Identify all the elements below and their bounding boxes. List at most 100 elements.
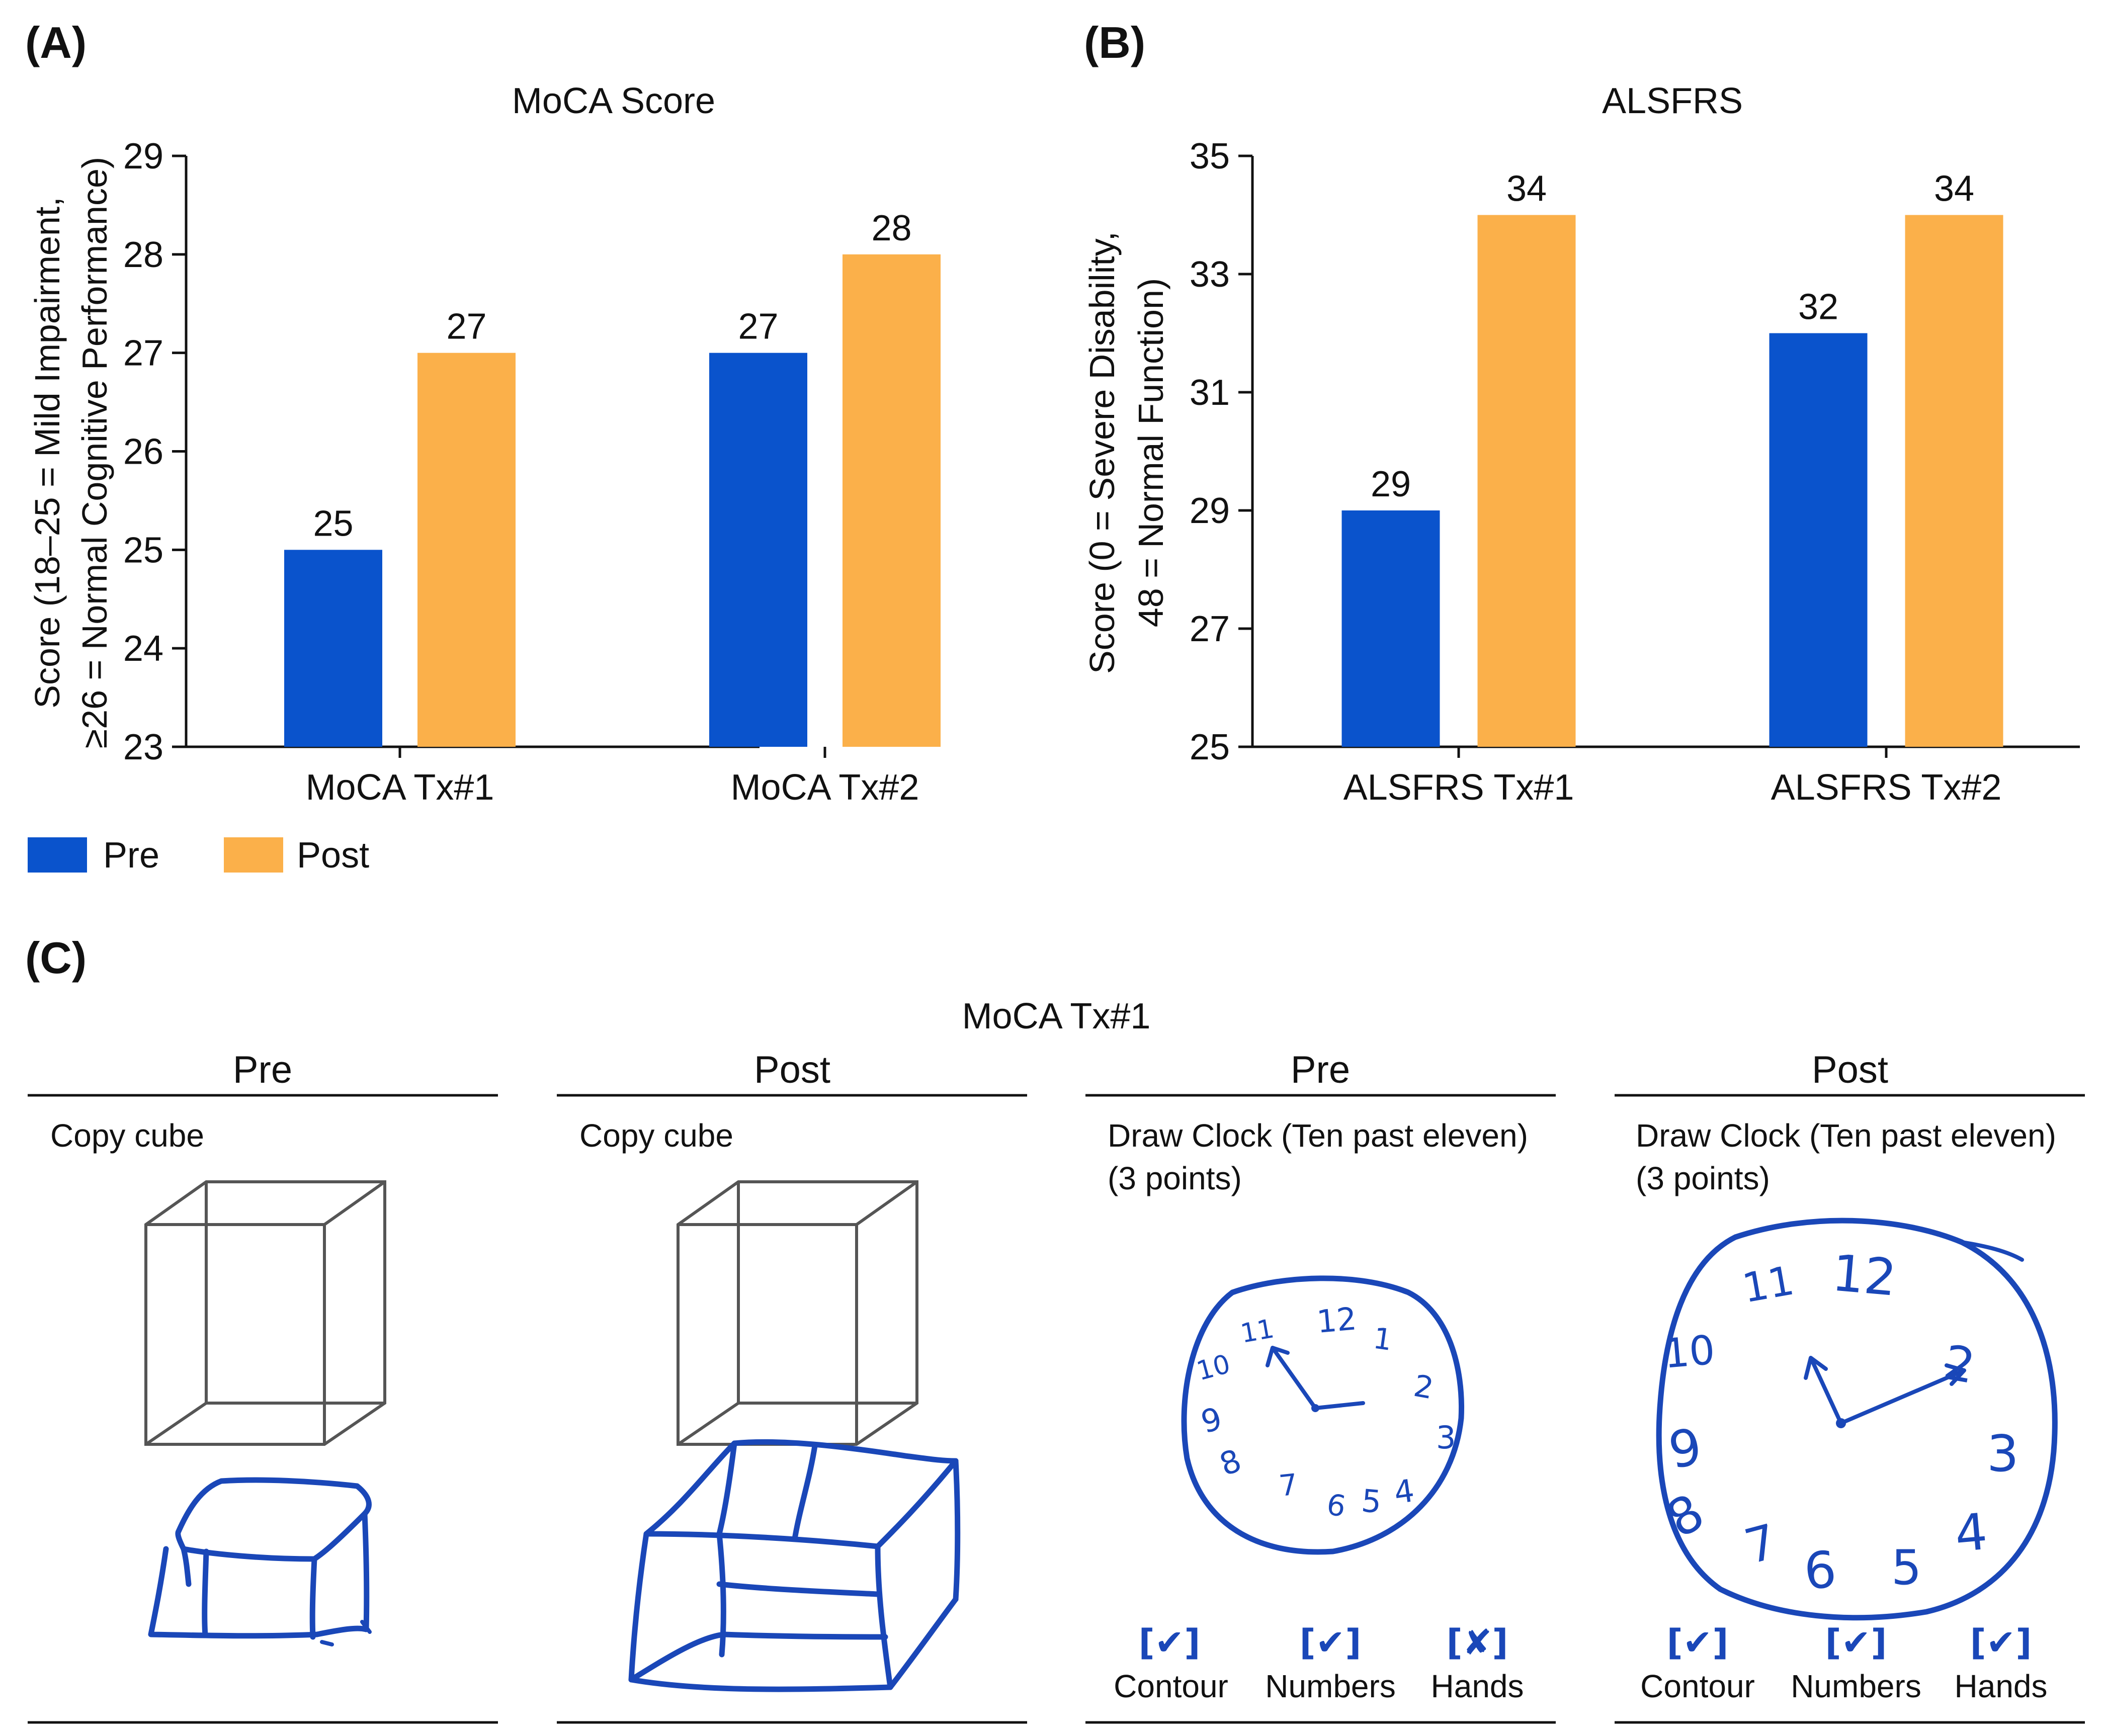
chart-b-bar-pre (1769, 333, 1868, 747)
chart-a-value-labels: 25 27 27 28 (313, 208, 911, 544)
chart-b-value-labels: 29 34 32 34 (1371, 169, 1974, 505)
chart-moca-score: (A) MoCA Score Score (18–25 = Mild Impai… (25, 18, 941, 808)
chart-b-bar-post (1477, 215, 1576, 747)
col-header-clock-pre: Pre (1291, 1049, 1350, 1091)
chart-a-ytick-label: 23 (123, 727, 163, 767)
task-copy-cube-pre: Copy cube (50, 1117, 204, 1154)
chart-b-title: ALSFRS (1602, 81, 1743, 121)
chart-b-value-label: 34 (1934, 169, 1974, 209)
chart-a-value-label: 27 (446, 307, 486, 347)
pre-mark-hands: [✘] (1447, 1622, 1508, 1663)
post-label-hands: Hands (1955, 1668, 2048, 1704)
chart-b-category-label: ALSFRS Tx#1 (1343, 767, 1574, 808)
chart-b-bar-pre (1341, 510, 1440, 747)
chart-a-bars (284, 254, 941, 747)
chart-a-value-label: 28 (871, 208, 911, 248)
chart-b-ytick-label: 35 (1190, 136, 1230, 177)
patient-cube-drawing-pre (148, 1477, 372, 1646)
pre-clock-numeral: 2 (1411, 1368, 1436, 1407)
pre-mark-contour: [✔] (1139, 1622, 1201, 1663)
chart-b-ylabel-line1: Score (0 = Severe Disability, (1082, 231, 1122, 674)
panel-c-label: (C) (25, 933, 87, 983)
pre-clock-numeral: 1 (1371, 1321, 1394, 1357)
post-clock-numeral: 7 (1739, 1514, 1783, 1575)
chart-a-ytick-label: 29 (123, 136, 163, 177)
chart-a-ytick-label: 25 (123, 530, 163, 570)
post-clock-numeral: 5 (1891, 1540, 1921, 1596)
chart-a-bar-pre (284, 550, 382, 747)
chart-b-ytick-label: 29 (1190, 491, 1230, 531)
pre-clock-numeral: 4 (1392, 1472, 1416, 1511)
pre-mark-numbers: [✔] (1300, 1622, 1362, 1663)
clock-criteria-pre: [✔] [✔] [✘] Contour Numbers Hands (1114, 1622, 1524, 1704)
legend-swatch-post (224, 837, 283, 873)
reference-cube-post (677, 1180, 918, 1446)
pre-clock-numeral: 6 (1324, 1487, 1349, 1524)
pre-label-hands: Hands (1431, 1668, 1524, 1704)
chart-b-ticks: 25 27 29 31 33 35 (1190, 136, 1888, 767)
col-header-cube-post: Post (754, 1049, 830, 1091)
task-draw-clock-pre: Draw Clock (Ten past eleven) (1108, 1117, 1528, 1154)
post-mark-hands: [✔] (1970, 1622, 2032, 1663)
chart-a-ylabel-line2: ≥26 = Normal Cognitive Performance) (75, 157, 114, 748)
legend-swatch-pre (28, 837, 87, 873)
pre-clock-numeral: 8 (1215, 1442, 1246, 1483)
post-clock-numeral: 10 (1662, 1326, 1717, 1377)
clock-criteria-post: [✔] [✔] [✔] Contour Numbers Hands (1640, 1622, 2047, 1704)
post-clock-numeral: 6 (1802, 1540, 1839, 1601)
panel-c: (C) MoCA Tx#1 Pre Post Pre Post Copy cub… (25, 933, 2085, 1724)
chart-b-ytick-label: 33 (1190, 254, 1230, 295)
chart-a-ytick-label: 26 (123, 432, 163, 472)
post-clock-numeral: 12 (1830, 1243, 1899, 1308)
post-clock-numeral: 11 (1739, 1257, 1797, 1312)
chart-b-category-label: ALSFRS Tx#2 (1771, 767, 2002, 808)
post-mark-contour: [✔] (1667, 1622, 1729, 1663)
pre-clock-numeral: 3 (1436, 1419, 1456, 1456)
chart-a-ytick-label: 27 (123, 333, 163, 374)
chart-a-value-label: 27 (738, 307, 778, 347)
chart-a-ytick-label: 28 (123, 235, 163, 275)
pre-clock-numeral: 5 (1360, 1482, 1383, 1520)
post-label-contour: Contour (1640, 1668, 1755, 1704)
task-draw-clock-post: Draw Clock (Ten past eleven) (1636, 1117, 2056, 1154)
post-label-numbers: Numbers (1791, 1668, 1921, 1704)
pre-clock-center (1311, 1404, 1319, 1412)
chart-a-ticks: 23 24 25 26 27 28 29 (123, 136, 826, 767)
task-points-post: (3 points) (1636, 1160, 1770, 1196)
legend-label-post: Post (297, 835, 369, 876)
chart-a-value-label: 25 (313, 503, 353, 544)
pre-label-contour: Contour (1114, 1668, 1228, 1704)
post-mark-numbers: [✔] (1825, 1622, 1887, 1663)
panel-b-label: (B) (1084, 18, 1145, 67)
legend: Pre Post (28, 835, 369, 876)
col-header-cube-pre: Pre (233, 1049, 292, 1091)
chart-a-title: MoCA Score (512, 81, 715, 121)
pre-clock-numeral: 7 (1277, 1467, 1299, 1503)
chart-b-value-label: 29 (1371, 464, 1411, 504)
chart-b-ytick-label: 25 (1190, 727, 1230, 767)
task-copy-cube-post: Copy cube (579, 1117, 733, 1154)
pre-clock-numeral: 9 (1197, 1400, 1226, 1441)
chart-b-ytick-label: 27 (1190, 609, 1230, 649)
chart-a-category-label: MoCA Tx#2 (731, 767, 919, 808)
pre-clock-numeral: 11 (1238, 1314, 1277, 1349)
chart-alsfrs: (B) ALSFRS Score (0 = Severe Disability,… (1082, 18, 2080, 808)
legend-label-pre: Pre (103, 835, 159, 876)
chart-a-bar-post (417, 353, 516, 747)
pre-clock-numeral: 10 (1194, 1349, 1233, 1386)
post-clock-numeral: 3 (1987, 1424, 2019, 1483)
chart-b-ylabel-line2: 48 = Normal Function) (1131, 278, 1170, 627)
panel-a-label: (A) (25, 18, 87, 67)
reference-cube-pre (144, 1180, 386, 1446)
pre-label-numbers: Numbers (1265, 1668, 1396, 1704)
chart-a-bar-pre (709, 353, 807, 747)
chart-b-categories: ALSFRS Tx#1 ALSFRS Tx#2 (1343, 767, 2002, 808)
col-header-clock-post: Post (1812, 1049, 1888, 1091)
task-points-pre: (3 points) (1108, 1160, 1242, 1196)
chart-a-ytick-label: 24 (123, 629, 163, 669)
